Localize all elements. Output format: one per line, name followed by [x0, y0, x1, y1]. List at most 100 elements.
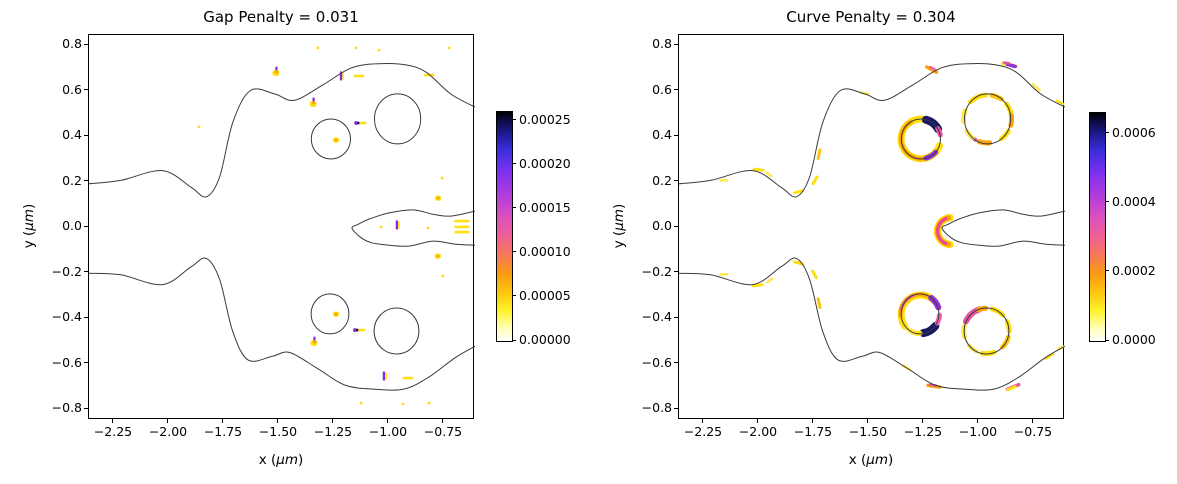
penalty-edge-segment — [793, 260, 804, 266]
penalty-edge-segment — [793, 189, 804, 195]
colorbar-tick-mark — [512, 251, 516, 253]
penalty-edge-segment — [816, 148, 822, 161]
penalty-hotspot — [332, 311, 340, 317]
penalty-hotspot — [426, 226, 430, 230]
bottom-boundary-curve — [679, 257, 1065, 391]
y-tick-label: 0.4 — [652, 127, 672, 143]
penalty-hotspot — [272, 66, 280, 77]
y-tick-label: −0.6 — [641, 354, 672, 370]
x-tick-label: −1.00 — [958, 424, 998, 439]
y-tick-mark — [84, 362, 88, 363]
penalty-hotspot — [395, 220, 400, 230]
x-tick-mark — [167, 419, 169, 423]
structure-outline — [679, 62, 1065, 391]
penalty-ring-arc — [1008, 113, 1015, 128]
hole-circle — [900, 293, 940, 335]
colorbar-tick-mark — [1105, 132, 1109, 134]
x-tick-label: −1.00 — [368, 424, 408, 439]
y-tick-label: 0.8 — [652, 36, 672, 52]
x-tick-label: −2.00 — [148, 424, 188, 439]
penalty-hotspot — [353, 328, 366, 332]
x-tick-label: −2.00 — [738, 424, 778, 439]
colorbar-tick-mark — [1105, 201, 1109, 203]
y-tick-label: 0.4 — [62, 127, 82, 143]
penalty-edge-segment — [1044, 352, 1055, 361]
x-tick-label: −0.75 — [1013, 424, 1053, 439]
penalty-hotspot — [441, 274, 445, 278]
colorbar-tick-label: 0.00015 — [519, 200, 571, 215]
colorbar-tick-mark — [512, 119, 516, 121]
colorbar-tick-label: 0.00025 — [519, 111, 571, 127]
hole-circle — [310, 293, 350, 335]
y-tick-label: 0.6 — [62, 81, 82, 97]
penalty-edge-segment — [1002, 61, 1011, 65]
top-boundary-curve — [679, 62, 1065, 198]
penalty-edge-segment — [765, 171, 773, 178]
penalty-ring-arc — [960, 108, 968, 124]
y-tick-mark — [674, 362, 678, 363]
y-tick-mark — [674, 225, 678, 227]
penalty-hotspot — [316, 46, 320, 50]
y-tick-label: −0.8 — [641, 400, 672, 416]
penalty-edge-segment — [810, 269, 818, 280]
gap-plot-title: Gap Penalty = 0.031 — [203, 8, 359, 26]
penalty-hotspot — [382, 371, 387, 381]
curve-colorbar — [1089, 112, 1106, 342]
colorbar-tick-mark — [512, 207, 516, 209]
y-tick-mark — [84, 89, 88, 90]
y-tick-mark — [674, 89, 678, 90]
colorbar-tick-label: 0.0006 — [1112, 124, 1156, 140]
x-tick-mark — [442, 419, 444, 423]
x-tick-label: −2.25 — [93, 424, 133, 439]
penalty-ring-arc — [976, 139, 993, 146]
penalty-edge-segment — [928, 65, 937, 72]
colorbar-tick-label: 0.00020 — [519, 155, 571, 171]
y-tick-label: −0.6 — [51, 354, 82, 370]
penalty-hotspot — [401, 402, 405, 406]
y-tick-mark — [674, 271, 678, 272]
y-tick-mark — [674, 180, 678, 181]
hole-circle — [900, 118, 941, 160]
y-tick-label: −0.2 — [51, 263, 82, 279]
y-tick-label: 0.0 — [62, 218, 82, 234]
x-tick-label: −1.25 — [313, 424, 353, 439]
hole-circle — [310, 118, 351, 160]
penalty-hotspot — [310, 336, 318, 347]
penalty-tongue-arc — [936, 217, 948, 246]
x-tick-label: −1.75 — [203, 424, 243, 439]
penalty-hotspot — [377, 48, 381, 52]
colorbar-tick-mark — [512, 163, 516, 165]
penalty-hotspot — [434, 253, 442, 259]
x-tick-mark — [867, 419, 869, 423]
y-tick-mark — [84, 316, 88, 318]
tongue-outline — [351, 209, 475, 247]
hole-circle — [373, 307, 420, 355]
top-boundary-curve — [89, 62, 475, 198]
penalty-hotspot — [379, 225, 383, 229]
curve-plot-canvas — [679, 61, 1065, 392]
x-tick-label: −1.75 — [793, 424, 833, 439]
structure-outline — [89, 62, 475, 391]
penalty-hotspot — [197, 125, 201, 129]
gap-colorbar — [496, 111, 513, 342]
penalty-hotspot — [354, 121, 367, 125]
x-tick-mark — [277, 419, 279, 423]
penalty-edge-segment — [752, 167, 765, 172]
y-tick-label: 0.6 — [652, 81, 672, 97]
x-tick-mark — [922, 419, 924, 423]
x-tick-label: −2.25 — [683, 424, 723, 439]
y-tick-label: −0.2 — [641, 263, 672, 279]
penalty-edge-segment — [1006, 385, 1017, 392]
colorbar-tick-label: 0.00005 — [519, 288, 571, 304]
penalty-edge-segment — [1031, 82, 1041, 92]
penalty-hotspot — [434, 195, 442, 201]
penalty-hotspot — [440, 176, 444, 180]
penalty-edge-segment — [751, 283, 764, 288]
x-tick-mark — [332, 419, 334, 423]
y-tick-mark — [674, 316, 678, 318]
curve-plot-axes — [678, 34, 1065, 419]
x-tick-mark — [1032, 419, 1034, 423]
penalty-hotspot — [332, 137, 340, 143]
y-tick-mark — [674, 134, 678, 136]
